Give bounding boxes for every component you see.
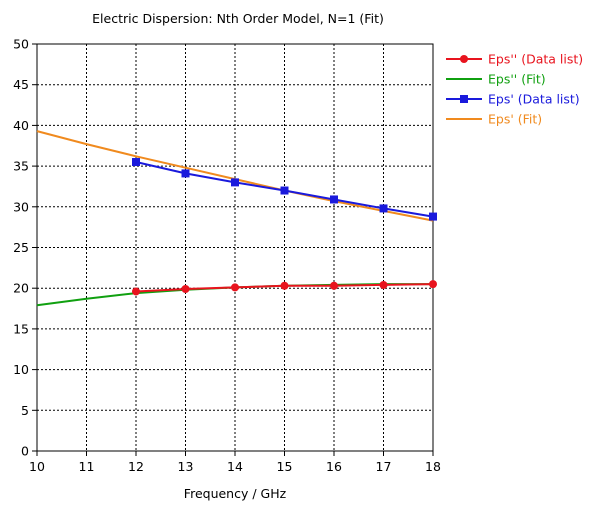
x-tick-label: 12 (128, 459, 144, 474)
data-point (460, 55, 468, 63)
x-tick-label: 18 (425, 459, 441, 474)
y-tick-label: 30 (13, 199, 29, 214)
x-tick-label: 14 (227, 459, 243, 474)
legend-entry: Eps' (Data list) (446, 92, 580, 107)
data-point (379, 280, 388, 289)
x-axis-label: Frequency / GHz (184, 486, 287, 501)
x-tick-label: 17 (376, 459, 392, 474)
y-tick-label: 20 (13, 281, 29, 296)
legend: Eps'' (Data list) Eps'' (Fit) Eps' (Data l… (446, 52, 583, 127)
x-tick-label: 15 (277, 459, 293, 474)
y-tick-label: 45 (13, 77, 29, 92)
legend-label: Eps' (Data list) (488, 92, 580, 107)
legend-label: Eps'' (Data list) (488, 52, 583, 67)
data-point (231, 178, 239, 187)
legend-entry: Eps'' (Fit) (446, 72, 546, 87)
y-tick-label: 5 (21, 403, 29, 418)
y-tick-label: 40 (13, 118, 29, 133)
grid (37, 44, 433, 451)
series (36, 130, 437, 307)
y-tick-label: 50 (13, 37, 29, 52)
series-0 (132, 280, 437, 296)
y-tick-label: 10 (13, 362, 29, 377)
data-point (460, 95, 468, 103)
y-tick-label: 15 (13, 321, 29, 336)
y-tick-label: 0 (21, 444, 29, 459)
data-point (330, 281, 338, 290)
series-2 (132, 158, 437, 221)
data-point (132, 287, 140, 296)
data-point (181, 285, 190, 294)
chart-title: Electric Dispersion: Nth Order Model, N=… (92, 11, 384, 26)
y-axis-ticks: 0 5 10 15 20 25 30 35 40 45 50 (13, 37, 37, 459)
x-tick-label: 11 (79, 459, 95, 474)
y-tick-label: 25 (13, 240, 29, 255)
legend-label: Eps' (Fit) (488, 112, 542, 127)
x-tick-label: 10 (29, 459, 45, 474)
data-point (330, 195, 338, 204)
data-point (429, 212, 437, 221)
data-point (132, 158, 140, 167)
data-point (280, 281, 289, 290)
x-tick-label: 13 (178, 459, 194, 474)
data-point (231, 283, 239, 292)
data-point (280, 186, 289, 195)
x-tick-label: 16 (326, 459, 342, 474)
data-point (379, 204, 388, 213)
data-point (429, 280, 437, 289)
legend-entry: Eps' (Fit) (446, 112, 542, 127)
y-tick-label: 35 (13, 159, 29, 174)
x-axis-ticks: 10 11 12 13 14 15 16 17 18 (29, 451, 441, 474)
legend-entry: Eps'' (Data list) (446, 52, 583, 67)
legend-label: Eps'' (Fit) (488, 72, 546, 87)
data-point (181, 169, 190, 178)
